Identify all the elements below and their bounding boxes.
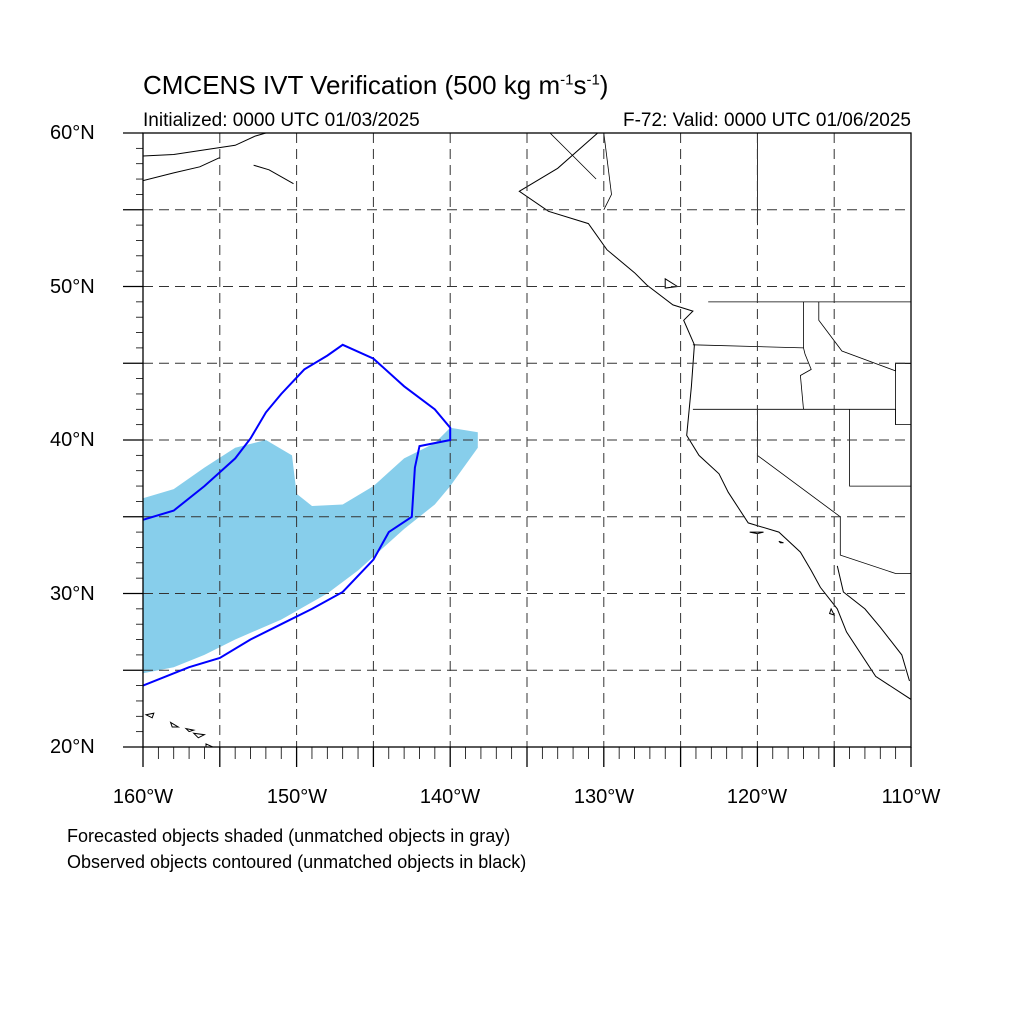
island bbox=[778, 540, 784, 544]
observed-object-contour bbox=[143, 343, 452, 687]
island bbox=[664, 277, 679, 289]
lat-label-40: 40°N bbox=[50, 429, 95, 451]
initialized-time: Initialized: 0000 UTC 01/03/2025 bbox=[143, 110, 420, 131]
island bbox=[749, 531, 764, 535]
forecast-legend-note: Forecasted objects shaded (unmatched obj… bbox=[67, 826, 511, 846]
map-gridlines bbox=[143, 133, 911, 747]
axis-ticks bbox=[123, 132, 912, 767]
political-border bbox=[603, 133, 612, 210]
observed-legend-note: Observed objects contoured (unmatched ob… bbox=[67, 852, 527, 872]
island bbox=[828, 607, 836, 616]
political-border bbox=[757, 409, 911, 574]
political-border bbox=[549, 133, 597, 180]
lat-label-30: 30°N bbox=[50, 583, 95, 605]
political-border bbox=[692, 344, 812, 410]
map-border bbox=[142, 132, 912, 748]
coastline bbox=[253, 164, 294, 185]
lon-label-110w: 110°W bbox=[881, 786, 941, 808]
lat-label-60: 60°N bbox=[50, 122, 95, 144]
coastline bbox=[143, 133, 267, 157]
political-border bbox=[818, 301, 911, 372]
island bbox=[144, 712, 155, 719]
lat-label-50: 50°N bbox=[50, 276, 95, 298]
lat-label-20: 20°N bbox=[50, 736, 95, 758]
lon-label-130w: 130°W bbox=[573, 786, 635, 808]
political-border bbox=[849, 409, 911, 487]
coastline-group bbox=[143, 133, 911, 747]
coastline bbox=[518, 133, 911, 700]
lon-label-140w: 140°W bbox=[419, 786, 481, 808]
coastline bbox=[143, 157, 221, 182]
island bbox=[184, 727, 196, 733]
forecast-object bbox=[143, 427, 478, 674]
chart-title: CMCENS IVT Verification (500 kg m-1s-1) bbox=[143, 70, 609, 100]
coastline bbox=[836, 565, 910, 682]
island bbox=[192, 732, 207, 739]
lon-label-150w: 150°W bbox=[266, 786, 328, 808]
valid-time: F-72: Valid: 0000 UTC 01/06/2025 bbox=[623, 110, 911, 131]
island bbox=[169, 721, 181, 728]
political-border bbox=[895, 362, 911, 426]
lon-label-120w: 120°W bbox=[726, 786, 788, 808]
political-border bbox=[692, 408, 896, 425]
lon-label-160w: 160°W bbox=[112, 786, 174, 808]
